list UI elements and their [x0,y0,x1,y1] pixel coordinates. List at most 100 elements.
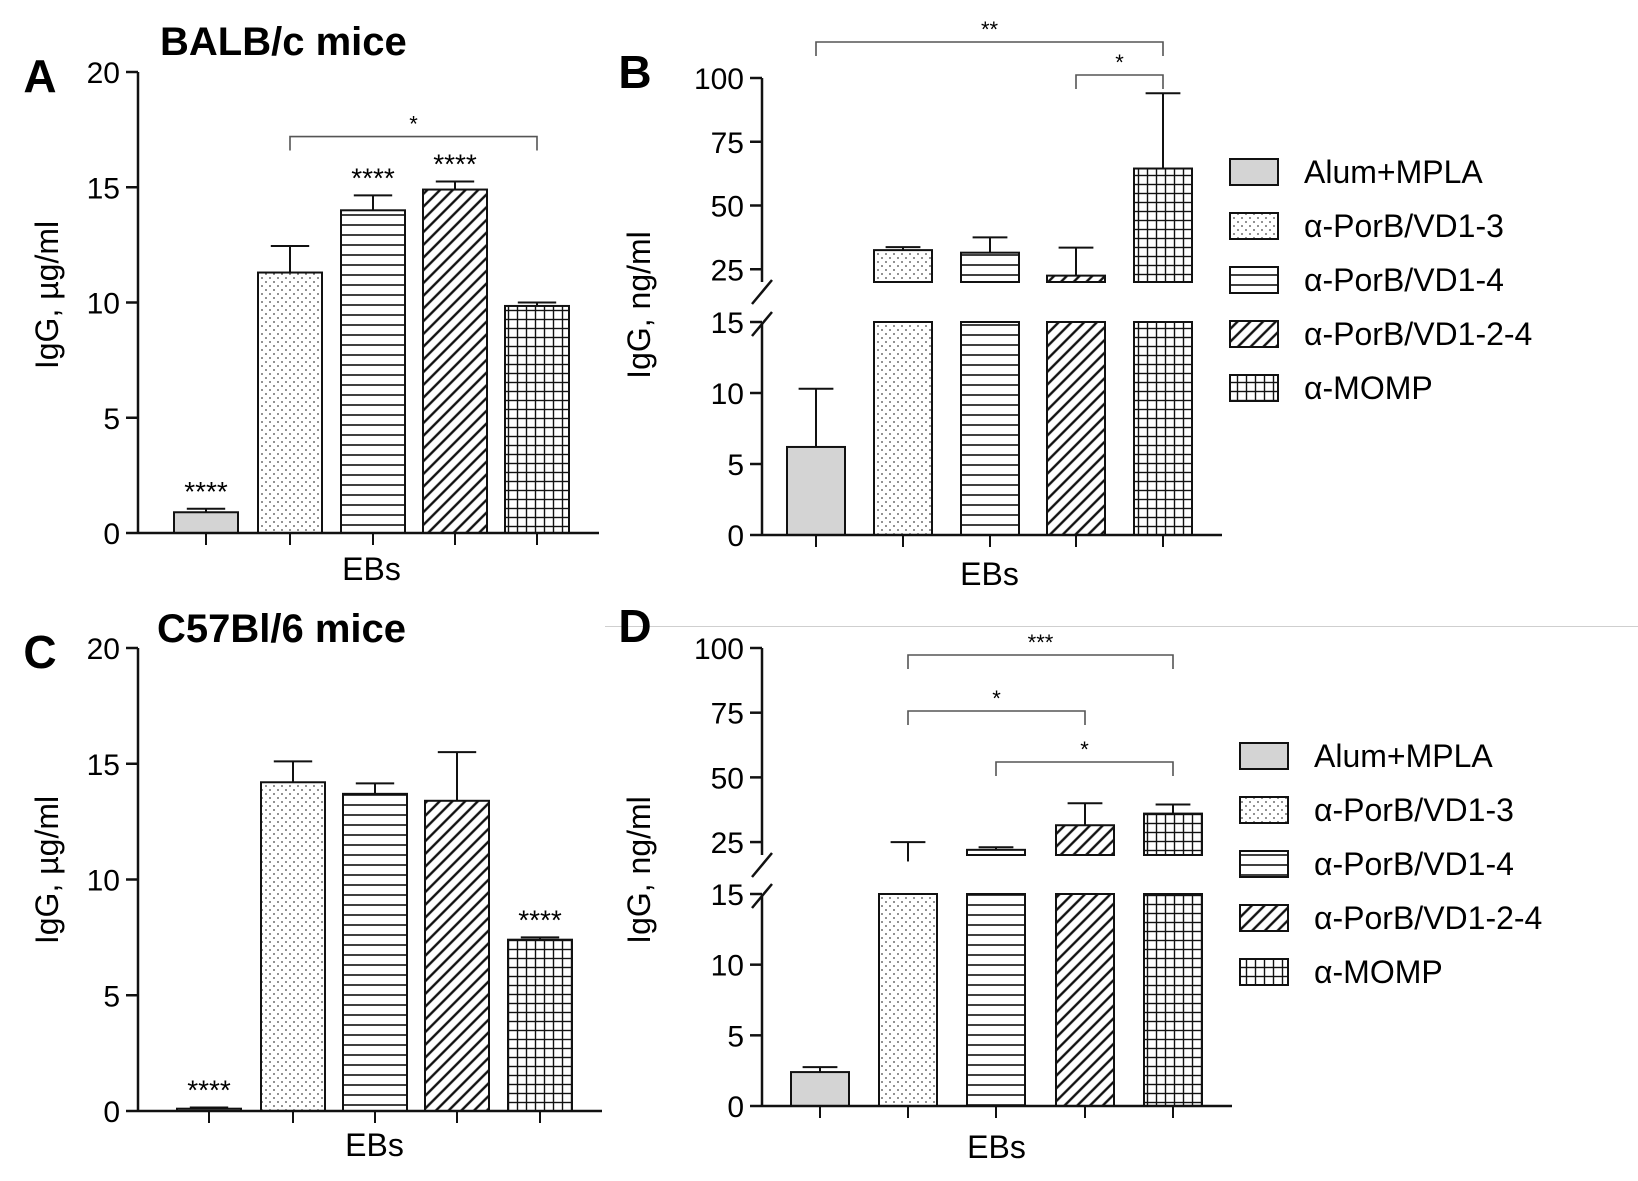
significance-label: *** [1028,630,1054,655]
panel-letter: B [618,46,651,98]
y-tick-label: 15 [87,172,120,205]
legend-swatch [1239,958,1289,986]
bar-significance-label: **** [518,904,562,935]
legend-swatch [1229,374,1279,402]
y-tick-label: 0 [727,1091,744,1124]
bar [504,304,570,534]
bar-upper [960,251,1020,284]
bar [507,938,573,1112]
bar-lower [960,321,1020,536]
significance-label: * [409,112,418,137]
y-tick-label: 75 [711,127,744,160]
bar-upper [873,249,933,283]
bar [257,271,323,534]
x-axis-label: EBs [342,551,401,587]
bar-lower [1055,893,1115,1107]
significance-bracket [289,135,538,151]
bar [173,511,239,535]
significance-label: * [992,686,1001,711]
bar-upper [1133,167,1193,283]
panel-letter: C [23,626,56,678]
y-tick-label: 10 [87,865,120,898]
bar-lower [878,893,938,1107]
significance-label: * [1115,50,1124,75]
y-axis-label: IgG, ng/ml [621,231,657,379]
significance-bracket [1075,74,1164,89]
y-tick-label: 15 [711,307,744,340]
y-tick-label: 5 [103,403,120,436]
bar-lower [1143,893,1203,1107]
legend-label: α-PorB/VD1-3 [1304,208,1504,244]
legend: Alum+MPLA α-PorB/VD1-3 α-PorB/VD1-4 α-PorB/… [1239,738,1542,990]
y-tick-label: 100 [694,63,744,96]
significance-bracket [995,761,1174,776]
axis-break-mark [751,852,773,878]
panel-title: C57Bl/6 mice [157,607,406,651]
axis-break-mark [751,883,773,909]
y-tick-label: 5 [727,449,744,482]
x-axis-label: EBs [967,1129,1026,1165]
axis-break-mark [751,311,773,337]
bar-significance-label: **** [184,476,228,507]
y-tick-label: 10 [87,288,120,321]
bar-significance-label: **** [351,162,395,193]
bar [786,445,846,536]
y-tick-label: 5 [727,1020,744,1053]
y-tick-label: 0 [103,1096,120,1129]
bar-upper [966,848,1026,857]
legend-label: α-PorB/VD1-4 [1314,846,1514,882]
y-tick-label: 50 [711,191,744,224]
legend-swatch [1229,158,1279,186]
significance-bracket [815,41,1164,56]
bar-lower [1046,321,1106,536]
axis-break-mark [751,279,773,305]
legend-label: α-MOMP [1304,370,1433,406]
legend-label: α-PorB/VD1-4 [1304,262,1504,298]
bar [790,1071,850,1107]
panel-title: BALB/c mice [160,20,407,64]
bar [260,781,326,1113]
bar-significance-label: **** [433,148,477,179]
x-axis-label: EBs [960,556,1019,592]
legend-label: Alum+MPLA [1304,154,1483,190]
bar-lower [1133,321,1193,536]
y-tick-label: 0 [727,520,744,553]
legend-label: α-PorB/VD1-2-4 [1304,316,1532,352]
bar [340,209,406,535]
y-axis-label: IgG, µg/ml [29,221,65,369]
y-tick-label: 10 [711,950,744,983]
legend-label: Alum+MPLA [1314,738,1493,774]
y-tick-label: 0 [103,518,120,551]
legend-swatch [1229,320,1279,348]
legend: Alum+MPLA α-PorB/VD1-3 α-PorB/VD1-4 α-PorB/… [1229,154,1532,406]
legend-swatch [1229,266,1279,294]
y-tick-label: 25 [711,827,744,860]
legend-swatch [1239,850,1289,878]
bar-upper [1046,274,1106,283]
significance-label: * [1080,737,1089,762]
bar-upper [1143,812,1203,856]
legend-label: α-PorB/VD1-2-4 [1314,900,1542,936]
significance-bracket [907,710,1086,725]
y-tick-label: 5 [103,980,120,1013]
y-tick-label: 25 [711,254,744,287]
panel-letter: D [618,600,651,652]
legend-swatch [1239,742,1289,770]
y-tick-label: 15 [87,749,120,782]
bar [342,792,408,1112]
bar [422,188,488,534]
legend-label: α-PorB/VD1-3 [1314,792,1514,828]
y-tick-label: 10 [711,378,744,411]
legend-swatch [1239,904,1289,932]
x-axis-label: EBs [345,1127,404,1163]
significance-label: ** [981,17,999,42]
y-tick-label: 100 [694,633,744,666]
bar-lower [873,321,933,536]
y-axis-label: IgG, ng/ml [621,796,657,944]
y-tick-label: 15 [711,879,744,912]
legend-label: α-MOMP [1314,954,1443,990]
panel-divider [605,626,1638,627]
